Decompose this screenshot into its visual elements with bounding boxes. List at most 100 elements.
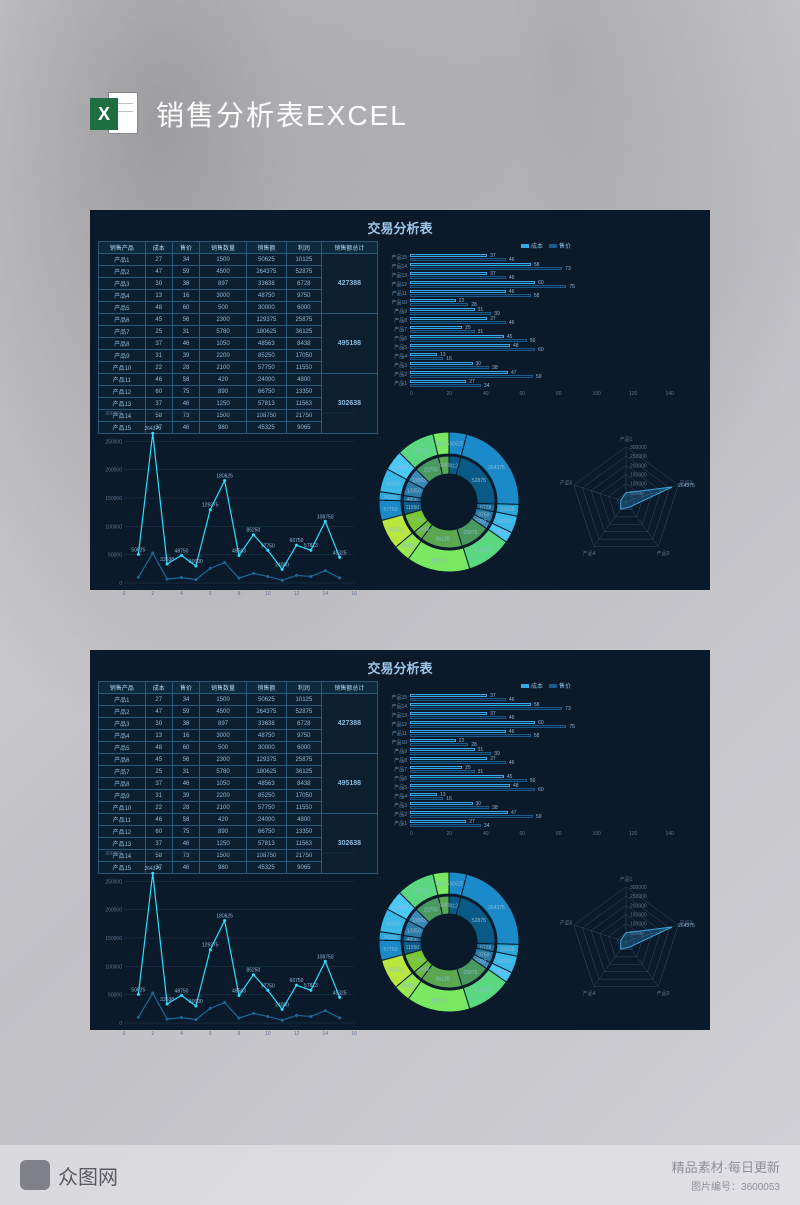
- svg-text:180625: 180625: [216, 914, 233, 920]
- svg-text:产品4: 产品4: [583, 550, 596, 557]
- brand-icon: [20, 1160, 50, 1190]
- svg-text:57750: 57750: [261, 983, 275, 989]
- svg-text:17050: 17050: [410, 518, 424, 524]
- svg-text:129375: 129375: [202, 503, 219, 509]
- radar-chart: 产品1产品2产品3产品4产品55000010000015000020000025…: [540, 407, 702, 597]
- bar-row: 产品145873: [384, 702, 702, 711]
- sum-cell: 427388: [321, 694, 377, 754]
- table-header: 成本: [145, 682, 172, 694]
- bar-row: 产品83746: [384, 756, 702, 765]
- bar-row: 产品12734: [384, 819, 702, 828]
- table-row: 产品114658420240004800302638: [99, 814, 378, 826]
- svg-text:48750: 48750: [175, 548, 189, 554]
- svg-text:36125: 36125: [436, 536, 450, 542]
- bar-row: 产品64556: [384, 334, 702, 343]
- svg-text:300000: 300000: [105, 411, 122, 417]
- svg-text:66750: 66750: [386, 921, 400, 927]
- excel-icon: X: [90, 90, 138, 138]
- svg-text:180625: 180625: [431, 998, 448, 1004]
- bar-row: 产品24759: [384, 370, 702, 379]
- table-header: 成本: [145, 242, 172, 254]
- svg-text:4: 4: [180, 591, 183, 597]
- svg-text:100000: 100000: [630, 482, 647, 488]
- svg-text:16: 16: [351, 591, 357, 597]
- svg-text:108750: 108750: [317, 514, 334, 520]
- svg-text:48563: 48563: [232, 988, 246, 994]
- svg-text:85250: 85250: [390, 528, 404, 534]
- svg-text:产品1: 产品1: [620, 876, 633, 883]
- svg-text:250000: 250000: [630, 894, 647, 900]
- watermark-tagline: 精品素材·每日更新: [672, 1157, 780, 1176]
- page-title: 销售分析表EXCEL: [156, 94, 408, 134]
- svg-text:50625: 50625: [450, 881, 464, 887]
- svg-text:13350: 13350: [407, 929, 421, 935]
- bar-row: 产品133746: [384, 711, 702, 720]
- svg-text:6: 6: [209, 591, 212, 597]
- table-row: 产品64556230012937525875495188: [99, 314, 378, 326]
- svg-text:30000: 30000: [189, 559, 203, 565]
- bar-row: 产品72531: [384, 325, 702, 334]
- donut-chart: 5062526437533638487503000012937518062548…: [364, 407, 534, 597]
- table-header: 销售产品: [99, 242, 146, 254]
- bar-row: 产品33038: [384, 801, 702, 810]
- bar-row: 产品126075: [384, 720, 702, 729]
- svg-text:300000: 300000: [630, 885, 647, 891]
- dashboard-panel-2: 交易分析表销售产品成本售价销售数量销售额利润销售额总计产品12734150050…: [90, 650, 710, 1030]
- svg-text:50000: 50000: [108, 993, 122, 999]
- bar-row: 产品54860: [384, 783, 702, 792]
- svg-text:48750: 48750: [498, 519, 512, 525]
- bar-x-axis: 020406080100120140: [410, 831, 702, 837]
- svg-text:13350: 13350: [407, 489, 421, 495]
- table-header: 销售额总计: [321, 242, 377, 254]
- svg-text:52875: 52875: [472, 918, 486, 924]
- brand-name: 众图网: [58, 1161, 118, 1190]
- svg-text:产品1: 产品1: [620, 436, 633, 443]
- bar-row: 产品102228: [384, 738, 702, 747]
- svg-text:57750: 57750: [383, 947, 397, 953]
- line-chart: 0500001000001500002000002500003000000246…: [98, 847, 358, 1037]
- svg-text:150000: 150000: [105, 936, 122, 942]
- svg-text:50625: 50625: [131, 547, 145, 553]
- svg-text:11563: 11563: [412, 478, 426, 484]
- svg-text:50000: 50000: [108, 553, 122, 559]
- svg-text:33638: 33638: [160, 997, 174, 1003]
- svg-text:48750: 48750: [175, 988, 189, 994]
- bar-row: 产品72531: [384, 765, 702, 774]
- svg-text:0: 0: [119, 1021, 122, 1027]
- svg-text:100000: 100000: [105, 524, 122, 530]
- svg-text:48563: 48563: [402, 983, 416, 989]
- bar-row: 产品102228: [384, 298, 702, 307]
- svg-text:2: 2: [151, 591, 154, 597]
- svg-text:11550: 11550: [406, 505, 420, 511]
- bar-row: 产品145873: [384, 262, 702, 271]
- svg-text:产品5: 产品5: [560, 920, 573, 927]
- bar-row: 产品12734: [384, 379, 702, 388]
- watermark-logo: 众图网: [20, 1160, 118, 1190]
- table-row: 产品1273415005062510125427388: [99, 254, 378, 266]
- svg-text:14: 14: [322, 1031, 328, 1037]
- bar-row: 产品93139: [384, 307, 702, 316]
- svg-text:150000: 150000: [630, 913, 647, 919]
- data-table: 销售产品成本售价销售数量销售额利润销售额总计产品1273415005062510…: [98, 241, 378, 401]
- watermark-right: 精品素材·每日更新 图片编号：3600053: [672, 1157, 780, 1193]
- svg-text:150000: 150000: [105, 496, 122, 502]
- svg-text:264375: 264375: [144, 426, 161, 432]
- svg-text:200000: 200000: [105, 908, 122, 914]
- svg-text:200000: 200000: [630, 463, 647, 469]
- table-header: 销售产品: [99, 682, 146, 694]
- svg-text:30000: 30000: [189, 999, 203, 1005]
- table-header: 销售数量: [200, 682, 247, 694]
- svg-text:57750: 57750: [383, 507, 397, 513]
- svg-text:52875: 52875: [472, 478, 486, 484]
- svg-text:8: 8: [238, 1031, 241, 1037]
- sum-cell: 495188: [321, 754, 377, 814]
- bar-chart: 成本售价产品153746产品145873产品133746产品126075产品11…: [384, 241, 702, 401]
- bar-legend: 成本售价: [384, 241, 702, 250]
- svg-text:24000: 24000: [383, 935, 397, 941]
- bar-row: 产品33038: [384, 361, 702, 370]
- svg-text:108750: 108750: [412, 448, 429, 454]
- svg-text:10: 10: [265, 591, 271, 597]
- svg-text:200000: 200000: [105, 468, 122, 474]
- svg-text:25875: 25875: [463, 530, 477, 536]
- svg-text:129375: 129375: [202, 943, 219, 949]
